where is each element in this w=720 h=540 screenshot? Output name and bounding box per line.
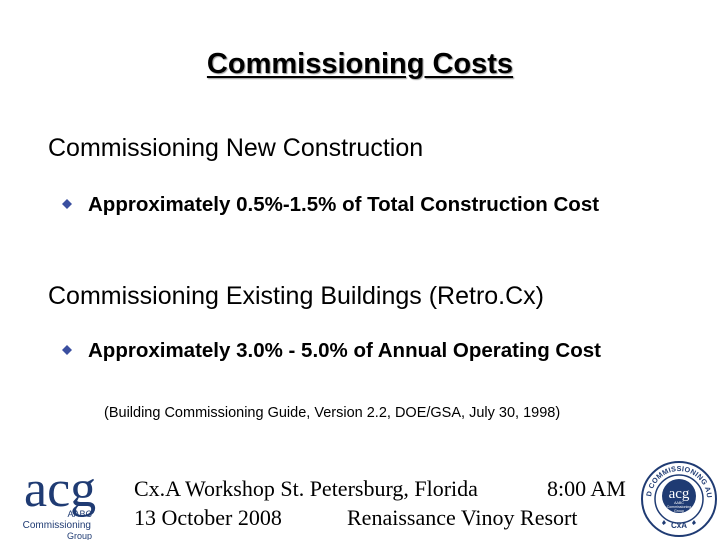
acg-logo: acg AABC Commissioning Group — [23, 462, 97, 540]
logo-mark: acg — [24, 462, 96, 518]
seal-center-sub3: Group — [674, 509, 684, 513]
bullet-item-new-construction: Approximately 0.5%-1.5% of Total Constru… — [62, 190, 662, 219]
seal-center-sub1: AABC — [674, 501, 684, 505]
diamond-bullet-icon — [62, 199, 72, 209]
seal-bottom-text: CxA — [671, 521, 687, 530]
section-heading-existing-buildings: Commissioning Existing Buildings (Retro.… — [48, 282, 544, 310]
certification-seal: CERTIFIED COMMISSIONING AUTHORITY acg AA… — [640, 458, 717, 537]
bullet-text-new-construction: Approximately 0.5%-1.5% of Total Constru… — [88, 193, 600, 216]
logo-line3: Group — [67, 531, 92, 540]
slide-title: Commissioning Costs — [206, 48, 514, 80]
seal-center-mark: acg — [669, 486, 690, 502]
section-heading-new-construction: Commissioning New Construction — [48, 134, 424, 162]
seal-center-sub2: Commissioning — [667, 505, 692, 509]
footer-date: 13 October 2008 — [134, 505, 282, 530]
seal-star-icon — [692, 520, 696, 525]
diamond-bullet-icon — [62, 345, 72, 355]
footer-time: 8:00 AM — [547, 476, 626, 501]
bullet-text-existing-buildings: Approximately 3.0% - 5.0% of Annual Oper… — [88, 339, 601, 362]
logo-line1: AABC — [67, 509, 92, 519]
bullet-item-existing-buildings: Approximately 3.0% - 5.0% of Annual Oper… — [62, 336, 662, 365]
footer-line-2: 13 October 2008 Renaissance Vinoy Resort — [134, 505, 577, 531]
logo-line2: Commissioning — [23, 520, 91, 531]
seal-star-icon — [662, 520, 666, 525]
footer-venue: Renaissance Vinoy Resort — [347, 505, 578, 530]
footer-line-1: Cx.A Workshop St. Petersburg, Florida 8:… — [134, 476, 626, 502]
footer-event: Cx.A Workshop St. Petersburg, Florida — [134, 476, 478, 501]
citation: (Building Commissioning Guide, Version 2… — [104, 405, 561, 421]
